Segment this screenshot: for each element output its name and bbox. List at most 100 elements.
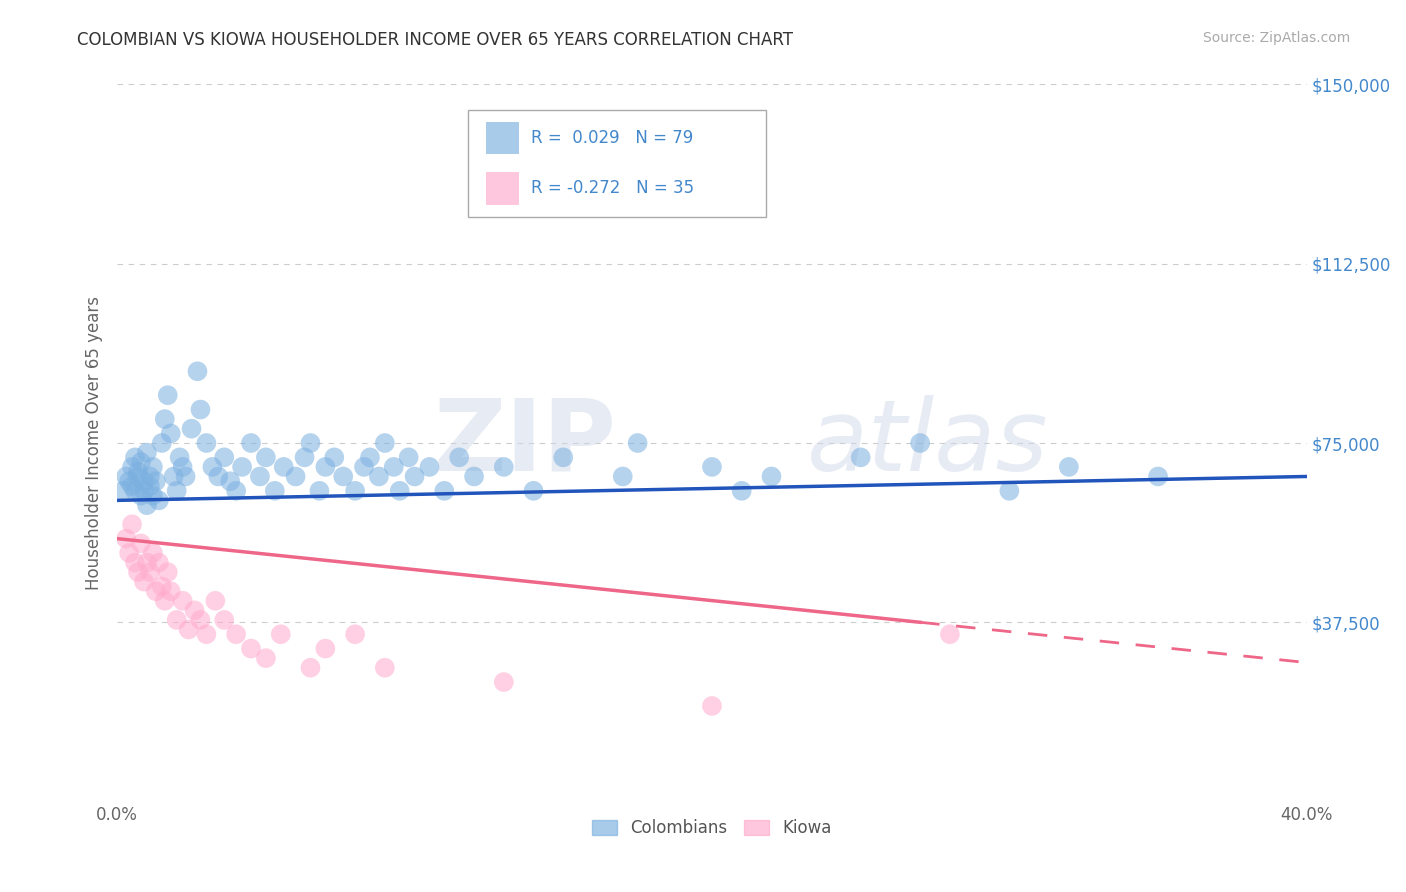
Point xyxy=(240,436,263,450)
Point xyxy=(127,465,149,479)
Point xyxy=(129,455,152,469)
Point xyxy=(314,459,336,474)
Legend: Colombians, Kiowa: Colombians, Kiowa xyxy=(585,812,838,844)
Point xyxy=(118,475,141,489)
Point xyxy=(939,627,962,641)
Point xyxy=(156,565,179,579)
Point xyxy=(398,450,420,465)
Point xyxy=(127,565,149,579)
Point xyxy=(1057,459,1080,474)
Point xyxy=(323,450,346,465)
Point xyxy=(180,422,202,436)
Point xyxy=(344,627,367,641)
Point xyxy=(204,594,226,608)
Point xyxy=(254,651,277,665)
Point xyxy=(231,459,253,474)
Point xyxy=(132,483,155,498)
Text: Source: ZipAtlas.com: Source: ZipAtlas.com xyxy=(1202,31,1350,45)
Point xyxy=(153,412,176,426)
Point xyxy=(388,483,411,498)
Point xyxy=(124,450,146,465)
Point xyxy=(553,450,575,465)
Point xyxy=(219,475,242,489)
Point xyxy=(761,469,783,483)
Point xyxy=(627,436,650,450)
Point xyxy=(118,546,141,560)
Point xyxy=(308,483,330,498)
Bar xyxy=(486,122,519,154)
Point xyxy=(731,483,754,498)
Point xyxy=(142,489,165,503)
Point xyxy=(172,459,194,474)
Point xyxy=(463,469,485,483)
Point xyxy=(195,436,218,450)
Point xyxy=(294,450,316,465)
Point xyxy=(124,483,146,498)
Point xyxy=(115,532,138,546)
Point xyxy=(166,483,188,498)
Point xyxy=(142,459,165,474)
Point xyxy=(212,450,235,465)
Point xyxy=(1147,469,1170,483)
Point xyxy=(263,483,285,498)
Text: COLOMBIAN VS KIOWA HOUSEHOLDER INCOME OVER 65 YEARS CORRELATION CHART: COLOMBIAN VS KIOWA HOUSEHOLDER INCOME OV… xyxy=(77,31,793,49)
Point xyxy=(374,436,396,450)
Point xyxy=(404,469,426,483)
Point xyxy=(132,475,155,489)
Point xyxy=(190,402,212,417)
Point xyxy=(522,483,544,498)
Point xyxy=(449,450,471,465)
Point xyxy=(148,493,170,508)
Point xyxy=(183,603,205,617)
Point xyxy=(332,469,354,483)
Point xyxy=(112,483,135,498)
Point xyxy=(195,627,218,641)
Point xyxy=(159,426,181,441)
Point xyxy=(148,556,170,570)
Bar xyxy=(486,172,519,204)
Point xyxy=(136,556,159,570)
Point xyxy=(299,436,322,450)
Point xyxy=(142,546,165,560)
Point xyxy=(492,459,515,474)
Point xyxy=(186,364,208,378)
Point xyxy=(166,613,188,627)
Point xyxy=(139,479,162,493)
Text: R =  0.029   N = 79: R = 0.029 N = 79 xyxy=(531,129,693,147)
Point xyxy=(353,459,375,474)
Point xyxy=(700,698,723,713)
Point xyxy=(225,483,247,498)
Point xyxy=(998,483,1021,498)
Text: atlas: atlas xyxy=(807,394,1049,491)
Point xyxy=(129,536,152,550)
Point xyxy=(908,436,931,450)
Point xyxy=(201,459,224,474)
Point xyxy=(190,613,212,627)
Point xyxy=(359,450,381,465)
Point xyxy=(145,475,167,489)
Point xyxy=(150,579,173,593)
Point xyxy=(212,613,235,627)
Point xyxy=(136,445,159,459)
Point xyxy=(270,627,292,641)
Point xyxy=(145,584,167,599)
Point xyxy=(700,459,723,474)
Point xyxy=(132,574,155,589)
Point xyxy=(159,584,181,599)
Point xyxy=(172,594,194,608)
Point xyxy=(314,641,336,656)
Point xyxy=(849,450,872,465)
Point xyxy=(177,623,200,637)
Point xyxy=(240,641,263,656)
FancyBboxPatch shape xyxy=(468,110,765,217)
Point xyxy=(156,388,179,402)
Point xyxy=(254,450,277,465)
Text: R = -0.272   N = 35: R = -0.272 N = 35 xyxy=(531,179,695,197)
Point xyxy=(249,469,271,483)
Point xyxy=(139,565,162,579)
Point xyxy=(273,459,295,474)
Point xyxy=(150,436,173,450)
Point xyxy=(169,450,191,465)
Point xyxy=(136,498,159,512)
Point xyxy=(121,517,143,532)
